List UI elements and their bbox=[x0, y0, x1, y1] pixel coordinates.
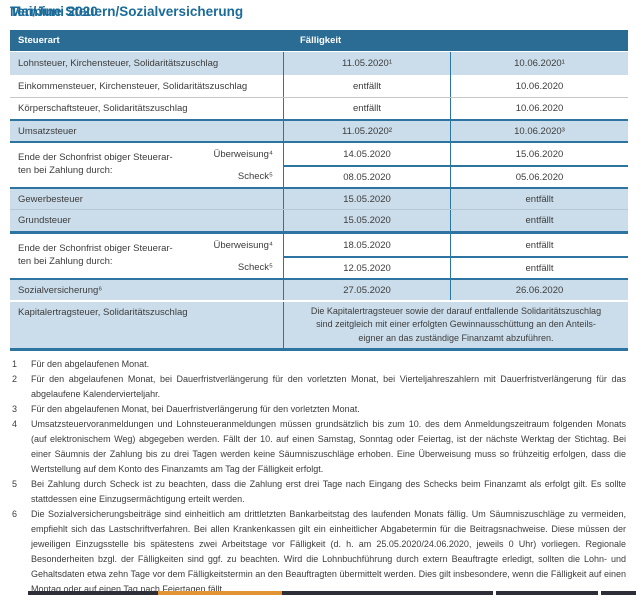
date-june: entfällt bbox=[450, 210, 628, 231]
date-may: 27.05.2020 bbox=[283, 280, 450, 300]
column-header-faelligkeit: Fälligkeit bbox=[300, 35, 342, 46]
table-row-umsatzsteuer: Umsatzsteuer 11.05.2020² 10.06.2020³ bbox=[10, 119, 628, 141]
row-label: Umsatzsteuer bbox=[18, 125, 77, 137]
date-may: 15.05.2020 bbox=[283, 189, 450, 209]
date-may: 15.05.2020 bbox=[283, 210, 450, 231]
footnote-5: 5 Bei Zahlung durch Scheck ist zu beacht… bbox=[10, 477, 626, 507]
table-row-gewerbesteuer: Gewerbesteuer 15.05.2020 entfällt bbox=[10, 187, 628, 209]
group-may-column: 14.05.2020 08.05.2020 bbox=[283, 143, 450, 187]
table-group-schonfrist-1: Ende der Schonfrist obiger Steuerar- ten… bbox=[10, 141, 628, 187]
date-june: 15.06.2020 bbox=[515, 148, 564, 160]
row-label: Körperschaftsteuer, Solidaritätszuschlag bbox=[18, 103, 188, 114]
footnote-6: 6 Die Sozialversicherungsbeiträge sind e… bbox=[10, 507, 626, 597]
row-label: Gewerbesteuer bbox=[18, 193, 83, 205]
footnote-4: 4 Umsatzsteuervoranmeldungen und Lohnste… bbox=[10, 417, 626, 477]
footnote-number: 4 bbox=[12, 419, 18, 429]
table-header-row: Steuerart Fälligkeit bbox=[10, 30, 628, 51]
footnote-3: 3 Für den abgelaufenen Monat, bei Dauerf… bbox=[10, 402, 626, 417]
page-title: Termine Steuern/Sozialversicherung bbox=[10, 4, 244, 19]
row-label: Einkommensteuer, Kirchensteuer, Solidari… bbox=[18, 80, 248, 92]
footnote-text: Bei Zahlung durch Scheck ist zu beachten… bbox=[31, 479, 626, 504]
method-ueberweisung: Überweisung⁴ bbox=[213, 148, 273, 160]
method-scheck: Scheck⁵ bbox=[237, 261, 273, 273]
date-june: 10.06.2020¹ bbox=[450, 52, 628, 75]
footnote-2: 2 Für den abgelaufenen Monat, bei Dauerf… bbox=[10, 372, 626, 402]
group-label-cell: Ende der Schonfrist obiger Steuerar- ten… bbox=[10, 234, 283, 278]
table-row-sozialversicherung: Sozialversicherung⁶ 27.05.2020 26.06.202… bbox=[10, 278, 628, 300]
payment-methods: Überweisung⁴ Scheck⁵ bbox=[153, 143, 283, 187]
group-june-column: 15.06.2020 05.06.2020 bbox=[450, 143, 628, 187]
table-row-einkommensteuer: Einkommensteuer, Kirchensteuer, Solidari… bbox=[10, 75, 628, 97]
footnote-number: 2 bbox=[12, 374, 18, 384]
footnote-text: Die Sozialversicherungsbeiträge sind ein… bbox=[31, 509, 626, 594]
date-may: 12.05.2020 bbox=[284, 256, 450, 278]
kapitalertragsteuer-note: Die Kapitalertragsteuer sowie der darauf… bbox=[283, 302, 628, 348]
footnote-number: 3 bbox=[12, 404, 18, 414]
title-bar: Termine Steuern/Sozialversicherung Mai/J… bbox=[10, 4, 628, 30]
date-may: 11.05.2020² bbox=[283, 121, 450, 141]
date-may: 11.05.2020¹ bbox=[283, 52, 450, 75]
row-label: Sozialversicherung⁶ bbox=[18, 284, 103, 296]
deadline-table: Steuerart Fälligkeit Lohnsteuer, Kirchen… bbox=[10, 30, 628, 351]
row-label: Kapitalertragsteuer, Solidaritätszuschla… bbox=[18, 307, 188, 318]
footnote-number: 1 bbox=[12, 359, 18, 369]
date-june: entfällt bbox=[525, 239, 554, 251]
date-may: 08.05.2020 bbox=[284, 165, 450, 187]
date-june: 10.06.2020 bbox=[450, 75, 628, 97]
table-group-schonfrist-2: Ende der Schonfrist obiger Steuerar- ten… bbox=[10, 231, 628, 278]
group-june-column: entfällt entfällt bbox=[450, 234, 628, 278]
date-june: 05.06.2020 bbox=[451, 165, 628, 187]
table-row-kapitalertragsteuer: Kapitalertragsteuer, Solidaritätszuschla… bbox=[10, 302, 628, 348]
date-may: entfällt bbox=[283, 98, 450, 119]
row-label: Lohnsteuer, Kirchensteuer, Solidaritätsz… bbox=[18, 58, 219, 69]
orange-accent-segment bbox=[158, 591, 282, 595]
date-may: 18.05.2020 bbox=[343, 239, 391, 251]
footnote-text: Für den abgelaufenen Monat. bbox=[31, 359, 150, 369]
table-row-grundsteuer: Grundsteuer 15.05.2020 entfällt bbox=[10, 209, 628, 231]
group-may-column: 18.05.2020 12.05.2020 bbox=[283, 234, 450, 278]
group-label-cell: Ende der Schonfrist obiger Steuerar- ten… bbox=[10, 143, 283, 187]
footnote-1: 1 Für den abgelaufenen Monat. bbox=[10, 357, 626, 372]
group-label: Ende der Schonfrist obiger Steuerar- ten… bbox=[18, 243, 173, 267]
period-label: Mai/Juni 2020 bbox=[10, 4, 98, 19]
row-label: Grundsteuer bbox=[18, 215, 71, 226]
date-june: entfällt bbox=[450, 189, 628, 209]
cutoff-next-section-bar bbox=[28, 591, 636, 595]
method-scheck: Scheck⁵ bbox=[237, 170, 273, 182]
table-row-koerperschaftsteuer: Körperschaftsteuer, Solidaritätszuschlag… bbox=[10, 97, 628, 119]
footnote-number: 5 bbox=[12, 479, 18, 489]
footnotes-section: 1 Für den abgelaufenen Monat. 2 Für den … bbox=[10, 357, 626, 597]
column-header-steuerart: Steuerart bbox=[18, 35, 60, 46]
date-may: entfällt bbox=[283, 75, 450, 97]
date-may: 14.05.2020 bbox=[343, 148, 391, 160]
table-row-lohnsteuer: Lohnsteuer, Kirchensteuer, Solidaritätsz… bbox=[10, 52, 628, 75]
footnote-text: Umsatzsteuervoranmeldungen und Lohnsteue… bbox=[31, 419, 626, 474]
method-ueberweisung: Überweisung⁴ bbox=[213, 239, 273, 251]
footnote-text: Für den abgelaufenen Monat, bei Dauerfri… bbox=[31, 374, 626, 399]
date-june: entfällt bbox=[451, 256, 628, 278]
footnote-number: 6 bbox=[12, 509, 18, 519]
date-june: 10.06.2020³ bbox=[450, 121, 628, 141]
payment-methods: Überweisung⁴ Scheck⁵ bbox=[153, 234, 283, 278]
group-label: Ende der Schonfrist obiger Steuerar- ten… bbox=[18, 152, 173, 176]
date-june: 10.06.2020 bbox=[450, 98, 628, 119]
footnote-text: Für den abgelaufenen Monat, bei Dauerfri… bbox=[31, 404, 360, 414]
date-june: 26.06.2020 bbox=[450, 280, 628, 300]
